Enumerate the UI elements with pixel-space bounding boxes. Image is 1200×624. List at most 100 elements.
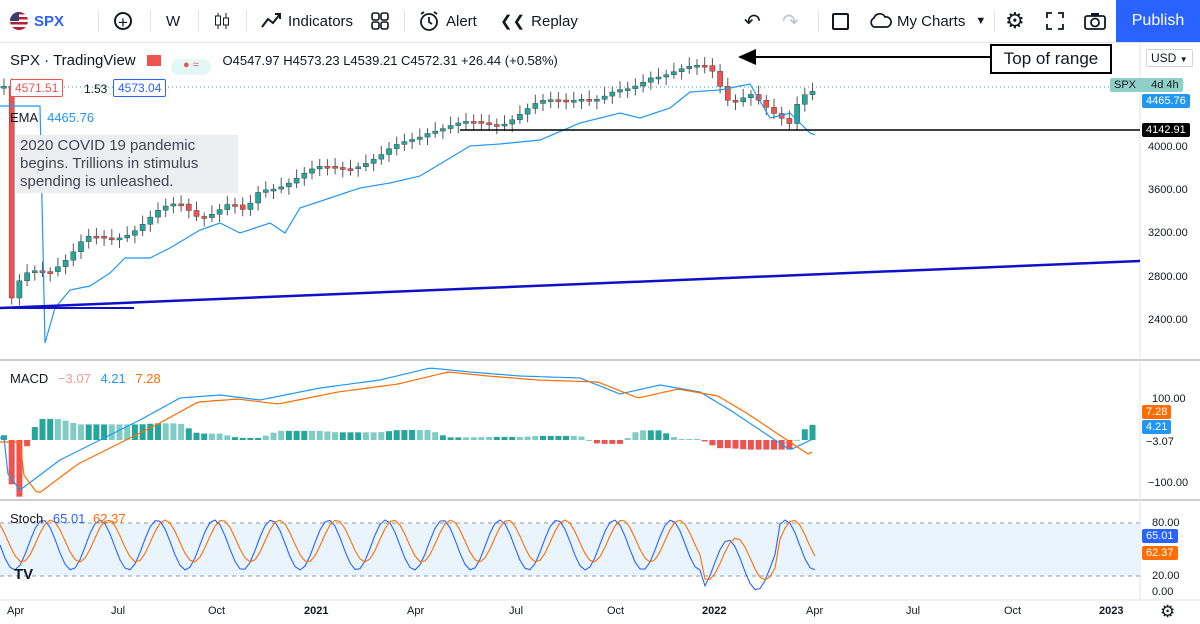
chart-settings-button[interactable]: ⚙ [1160, 602, 1175, 622]
time-tick: Apr [7, 605, 25, 617]
macd-histogram-bar [401, 430, 408, 440]
time-tick: 2023 [1099, 605, 1124, 617]
macd-histogram-bar [463, 437, 469, 440]
price-tick: 2400.00 [1148, 314, 1188, 326]
snapshot-button[interactable] [1083, 0, 1107, 42]
chart-type-button[interactable] [212, 0, 232, 42]
macd-histogram-bar [255, 437, 262, 440]
long-trendline[interactable] [0, 259, 1141, 310]
price-tick: 3600.00 [1148, 184, 1188, 196]
candle [601, 95, 608, 100]
macd-histogram-bar [378, 432, 385, 440]
candle [640, 82, 646, 87]
market-status-icon[interactable]: ● ≈ [170, 59, 211, 75]
toolbar-divider [994, 10, 995, 32]
macd-histogram-bar [155, 423, 161, 440]
my-charts-button[interactable]: My Charts ▼ [868, 0, 986, 42]
macd-histogram-bar [632, 432, 639, 440]
macd-histogram-bar [247, 437, 254, 440]
bid-price: 4571.51 [15, 81, 59, 95]
templates-button[interactable] [370, 0, 390, 42]
macd-line-value: 4.21 [100, 371, 126, 386]
spread-value: 1.53 [84, 82, 108, 96]
indicators-button[interactable]: Indicators [260, 0, 353, 42]
macd-histogram-bar [85, 424, 92, 440]
ask-price-box[interactable]: 4573.04 [113, 79, 167, 97]
candle [378, 154, 385, 160]
gear-icon: ⚙ [1005, 8, 1025, 33]
macd-histogram-bar [31, 427, 38, 440]
macd-histogram-bar [486, 436, 493, 440]
layout-button[interactable] [832, 0, 849, 42]
time-tick: Jul [509, 605, 524, 617]
macd-histogram-bar [108, 424, 115, 440]
candle [470, 121, 477, 124]
settings-button[interactable]: ⚙ [1005, 0, 1025, 42]
macd-histogram-bar [439, 435, 446, 440]
candle [571, 100, 577, 103]
bid-price-box[interactable]: 4571.51 [10, 79, 64, 97]
stoch-label: Stoch [10, 511, 44, 526]
ema-legend: EMA 4465.76 [10, 110, 94, 125]
macd-histogram-bar [570, 435, 577, 440]
ema-line [0, 83, 816, 344]
tradingview-logo[interactable]: TV [14, 566, 34, 583]
flag-icon[interactable] [147, 55, 162, 66]
candle [717, 70, 723, 87]
currency-selector[interactable]: USD ▼ [1146, 49, 1193, 67]
replay-button[interactable]: ❮❮ Replay [500, 0, 578, 42]
stoch-band [0, 523, 1140, 576]
chart-area[interactable] [0, 43, 1200, 624]
alert-label: Alert [446, 12, 477, 30]
candle [232, 204, 238, 207]
symbol-tag: SPX 4d 4h [1110, 78, 1183, 92]
macd-histogram-bar [416, 430, 423, 440]
symbol-search[interactable]: SPX [10, 0, 64, 42]
top-of-range-callout[interactable]: Top of range [990, 44, 1112, 74]
candle [316, 166, 323, 170]
macd-histogram-bar [617, 440, 623, 444]
stoch-tick: 20.00 [1152, 570, 1180, 582]
candle [193, 210, 200, 217]
macd-histogram-bar [285, 430, 292, 440]
covid-annotation[interactable]: 2020 COVID 19 pandemic begins. Trillions… [16, 135, 238, 193]
candle [16, 280, 23, 299]
candle [386, 148, 392, 155]
publish-button[interactable]: Publish [1116, 0, 1200, 42]
chart-canvas[interactable] [0, 43, 1200, 624]
currency-label: USD [1151, 51, 1177, 65]
macd-histogram-bar [694, 438, 700, 440]
candle [1, 86, 7, 89]
candle [709, 65, 716, 72]
macd-histogram-bar [324, 431, 331, 440]
macd-histogram-bar [232, 437, 238, 440]
macd-histogram-bar [447, 437, 454, 440]
compare-symbol-button[interactable]: + [114, 0, 132, 42]
interval-button[interactable]: W [166, 0, 180, 42]
fullscreen-button[interactable] [1045, 0, 1065, 42]
stoch-k-value: 65.01 [52, 511, 86, 526]
redo-button[interactable]: ↷ [782, 0, 799, 42]
candle [62, 260, 69, 267]
macd-histogram-bar [208, 433, 215, 440]
macd-histogram-bar [178, 423, 185, 440]
candle [216, 209, 223, 215]
candle [370, 158, 377, 164]
candle [547, 99, 554, 102]
macd-histogram-bar [516, 436, 523, 440]
macd-histogram-bar [8, 440, 15, 485]
macd-histogram-bar [147, 423, 154, 440]
candle [686, 65, 693, 69]
candle [185, 203, 192, 211]
macd-signal-value: 7.28 [135, 371, 161, 386]
undo-button[interactable]: ↶ [744, 0, 761, 42]
candle [47, 271, 53, 274]
alert-button[interactable]: Alert [418, 0, 477, 42]
macd-histogram-bar [278, 430, 285, 440]
countdown-label: 4d 4h [1151, 79, 1179, 91]
macd-histogram-bar [540, 435, 546, 440]
candle [725, 86, 731, 101]
macd-histogram-bar [262, 435, 269, 440]
candle [393, 144, 400, 149]
macd-histogram-bar [724, 440, 731, 449]
